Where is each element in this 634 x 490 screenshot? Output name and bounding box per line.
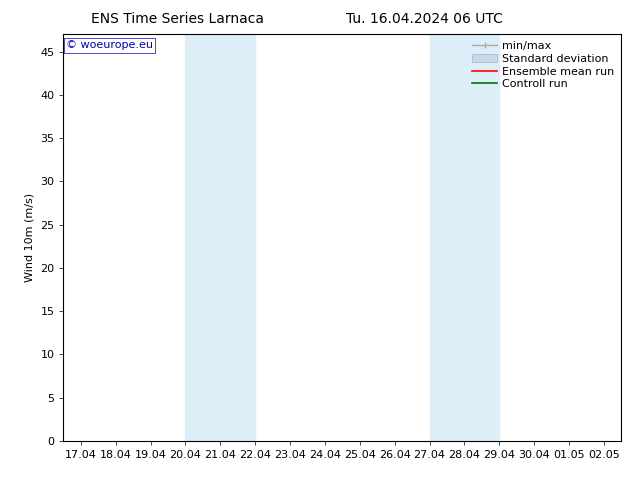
Y-axis label: Wind 10m (m/s): Wind 10m (m/s) — [25, 193, 35, 282]
Text: Tu. 16.04.2024 06 UTC: Tu. 16.04.2024 06 UTC — [346, 12, 503, 26]
Bar — [429, 34, 500, 441]
Bar — [185, 34, 255, 441]
Text: © woeurope.eu: © woeurope.eu — [66, 40, 153, 50]
Legend: min/max, Standard deviation, Ensemble mean run, Controll run: min/max, Standard deviation, Ensemble me… — [468, 37, 619, 94]
Text: ENS Time Series Larnaca: ENS Time Series Larnaca — [91, 12, 264, 26]
